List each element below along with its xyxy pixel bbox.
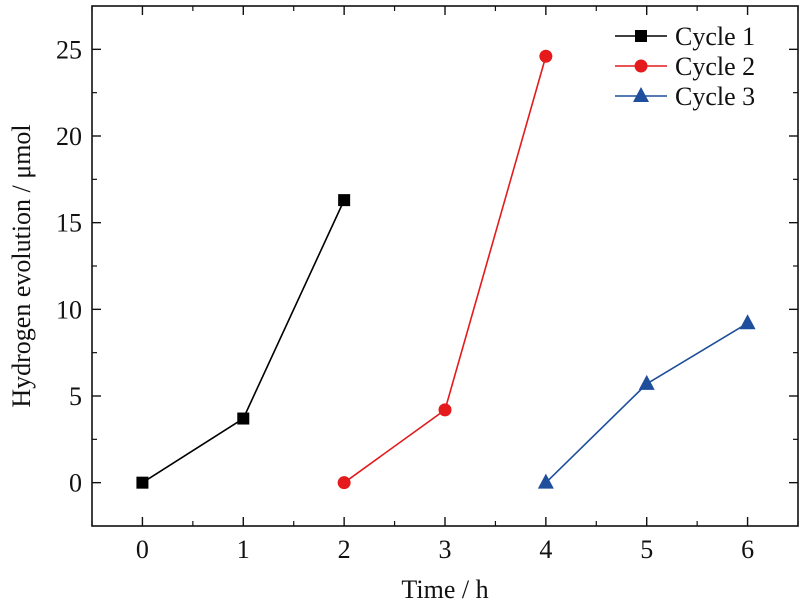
y-tick-label: 15 xyxy=(56,209,82,238)
data-point-triangle-marker xyxy=(537,473,554,489)
y-tick-label: 5 xyxy=(69,382,82,411)
x-axis-label: Time / h xyxy=(401,575,488,604)
x-tick-label: 5 xyxy=(640,535,653,564)
data-point-square-marker xyxy=(237,412,250,425)
legend-square-marker xyxy=(635,30,647,42)
legend-label: Cycle 3 xyxy=(675,82,755,111)
data-point-square-marker xyxy=(136,476,149,489)
series-line xyxy=(141,199,345,484)
series-cycle-3 xyxy=(537,314,756,489)
y-tick-label: 25 xyxy=(56,35,82,64)
data-point-square-marker xyxy=(338,194,351,207)
series-cycle-2 xyxy=(337,49,553,490)
data-point-circle-marker xyxy=(539,49,553,63)
y-tick-label: 0 xyxy=(69,469,82,498)
series-line xyxy=(545,322,748,484)
data-point-triangle-marker xyxy=(739,314,756,330)
legend-label: Cycle 1 xyxy=(675,22,755,51)
x-tick-label: 1 xyxy=(237,535,250,564)
data-point-triangle-marker xyxy=(638,374,655,390)
x-tick-label: 3 xyxy=(439,535,452,564)
legend-label: Cycle 2 xyxy=(675,52,755,81)
x-tick-label: 0 xyxy=(136,535,149,564)
legend-circle-marker xyxy=(634,59,648,73)
legend-item: Cycle 2 xyxy=(615,52,755,81)
y-tick-label: 10 xyxy=(56,295,82,324)
x-tick-label: 6 xyxy=(741,535,754,564)
series-line xyxy=(343,56,547,484)
data-point-circle-marker xyxy=(438,403,452,417)
y-axis-label: Hydrogen evolution / μmol xyxy=(7,124,36,407)
data-point-circle-marker xyxy=(337,476,351,490)
legend-triangle-marker xyxy=(633,87,649,102)
series-cycle-1 xyxy=(136,194,351,489)
x-tick-label: 4 xyxy=(539,535,552,564)
legend-item: Cycle 1 xyxy=(615,22,755,51)
legend-item: Cycle 3 xyxy=(615,82,755,111)
x-tick-label: 2 xyxy=(338,535,351,564)
y-tick-label: 20 xyxy=(56,122,82,151)
